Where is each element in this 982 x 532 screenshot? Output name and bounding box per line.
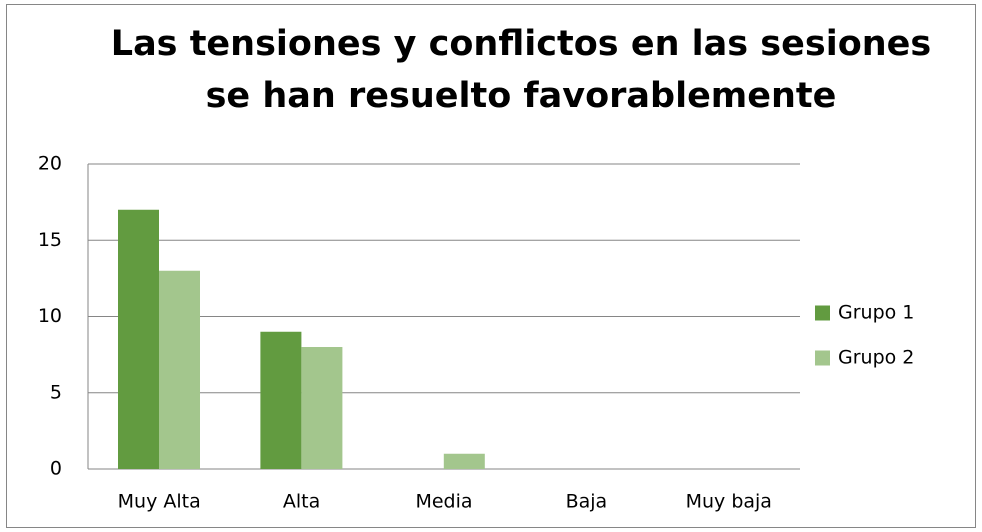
legend-label: Grupo 2 (838, 347, 914, 369)
bar (443, 453, 485, 469)
bar (118, 209, 159, 469)
legend-label: Grupo 1 (838, 302, 914, 324)
bar (260, 331, 302, 469)
x-tick-label: Muy Alta (118, 491, 201, 513)
y-tick-label: 0 (50, 458, 62, 480)
y-tick-label: 15 (38, 229, 62, 251)
chart-title: se han resuelto favorablemente (206, 76, 837, 116)
y-tick-label: 20 (38, 153, 62, 175)
bar (301, 347, 343, 469)
legend-swatch (815, 305, 830, 321)
x-tick-label: Alta (283, 491, 320, 513)
y-tick-label: 10 (38, 305, 62, 327)
x-tick-label: Muy baja (686, 491, 772, 513)
bar (159, 270, 200, 469)
chart-title: Las tensiones y conflictos en las sesion… (111, 24, 931, 64)
legend-swatch (815, 350, 830, 366)
x-tick-label: Media (415, 491, 472, 513)
x-tick-label: Baja (566, 491, 608, 513)
y-tick-label: 5 (50, 381, 62, 403)
